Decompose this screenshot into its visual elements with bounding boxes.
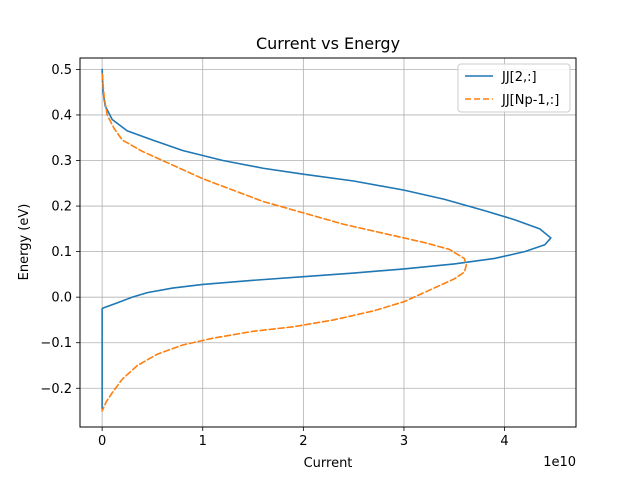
grid: [80, 58, 576, 427]
x-offset-text: 1e10: [543, 455, 576, 470]
legend-label-jj2: JJ[2,:]: [501, 70, 537, 85]
y-tick-label: 0.2: [51, 200, 72, 215]
y-tick-label: 0.5: [51, 63, 72, 78]
legend-label-jjnp: JJ[Np-1,:]: [501, 93, 559, 108]
chart-title: Current vs Energy: [256, 34, 400, 53]
y-axis-label: Energy (eV): [17, 204, 32, 281]
y-ticks: −0.2 −0.1 0.0 0.1 0.2 0.3 0.4 0.5: [40, 63, 80, 397]
y-tick-label: −0.2: [40, 382, 72, 397]
y-tick-label: 0.0: [51, 291, 72, 306]
y-tick-label: 0.1: [51, 245, 72, 260]
x-tick-label: 2: [299, 434, 307, 449]
y-tick-label: −0.1: [40, 336, 72, 351]
x-tick-label: 0: [98, 434, 106, 449]
series-line-0: [101, 68, 552, 410]
x-axis-label: Current: [304, 456, 353, 471]
y-tick-label: 0.3: [51, 154, 72, 169]
plot-frame: [79, 57, 577, 428]
x-tick-label: 1: [199, 434, 207, 449]
legend: JJ[2,:] JJ[Np-1,:]: [457, 63, 571, 113]
series-layer: [101, 68, 552, 412]
x-tick-label: 3: [400, 434, 408, 449]
y-tick-label: 0.4: [51, 108, 72, 123]
x-ticks: 0 1 2 3 4: [98, 427, 509, 449]
series-line-1: [101, 73, 468, 412]
x-tick-label: 4: [500, 434, 508, 449]
